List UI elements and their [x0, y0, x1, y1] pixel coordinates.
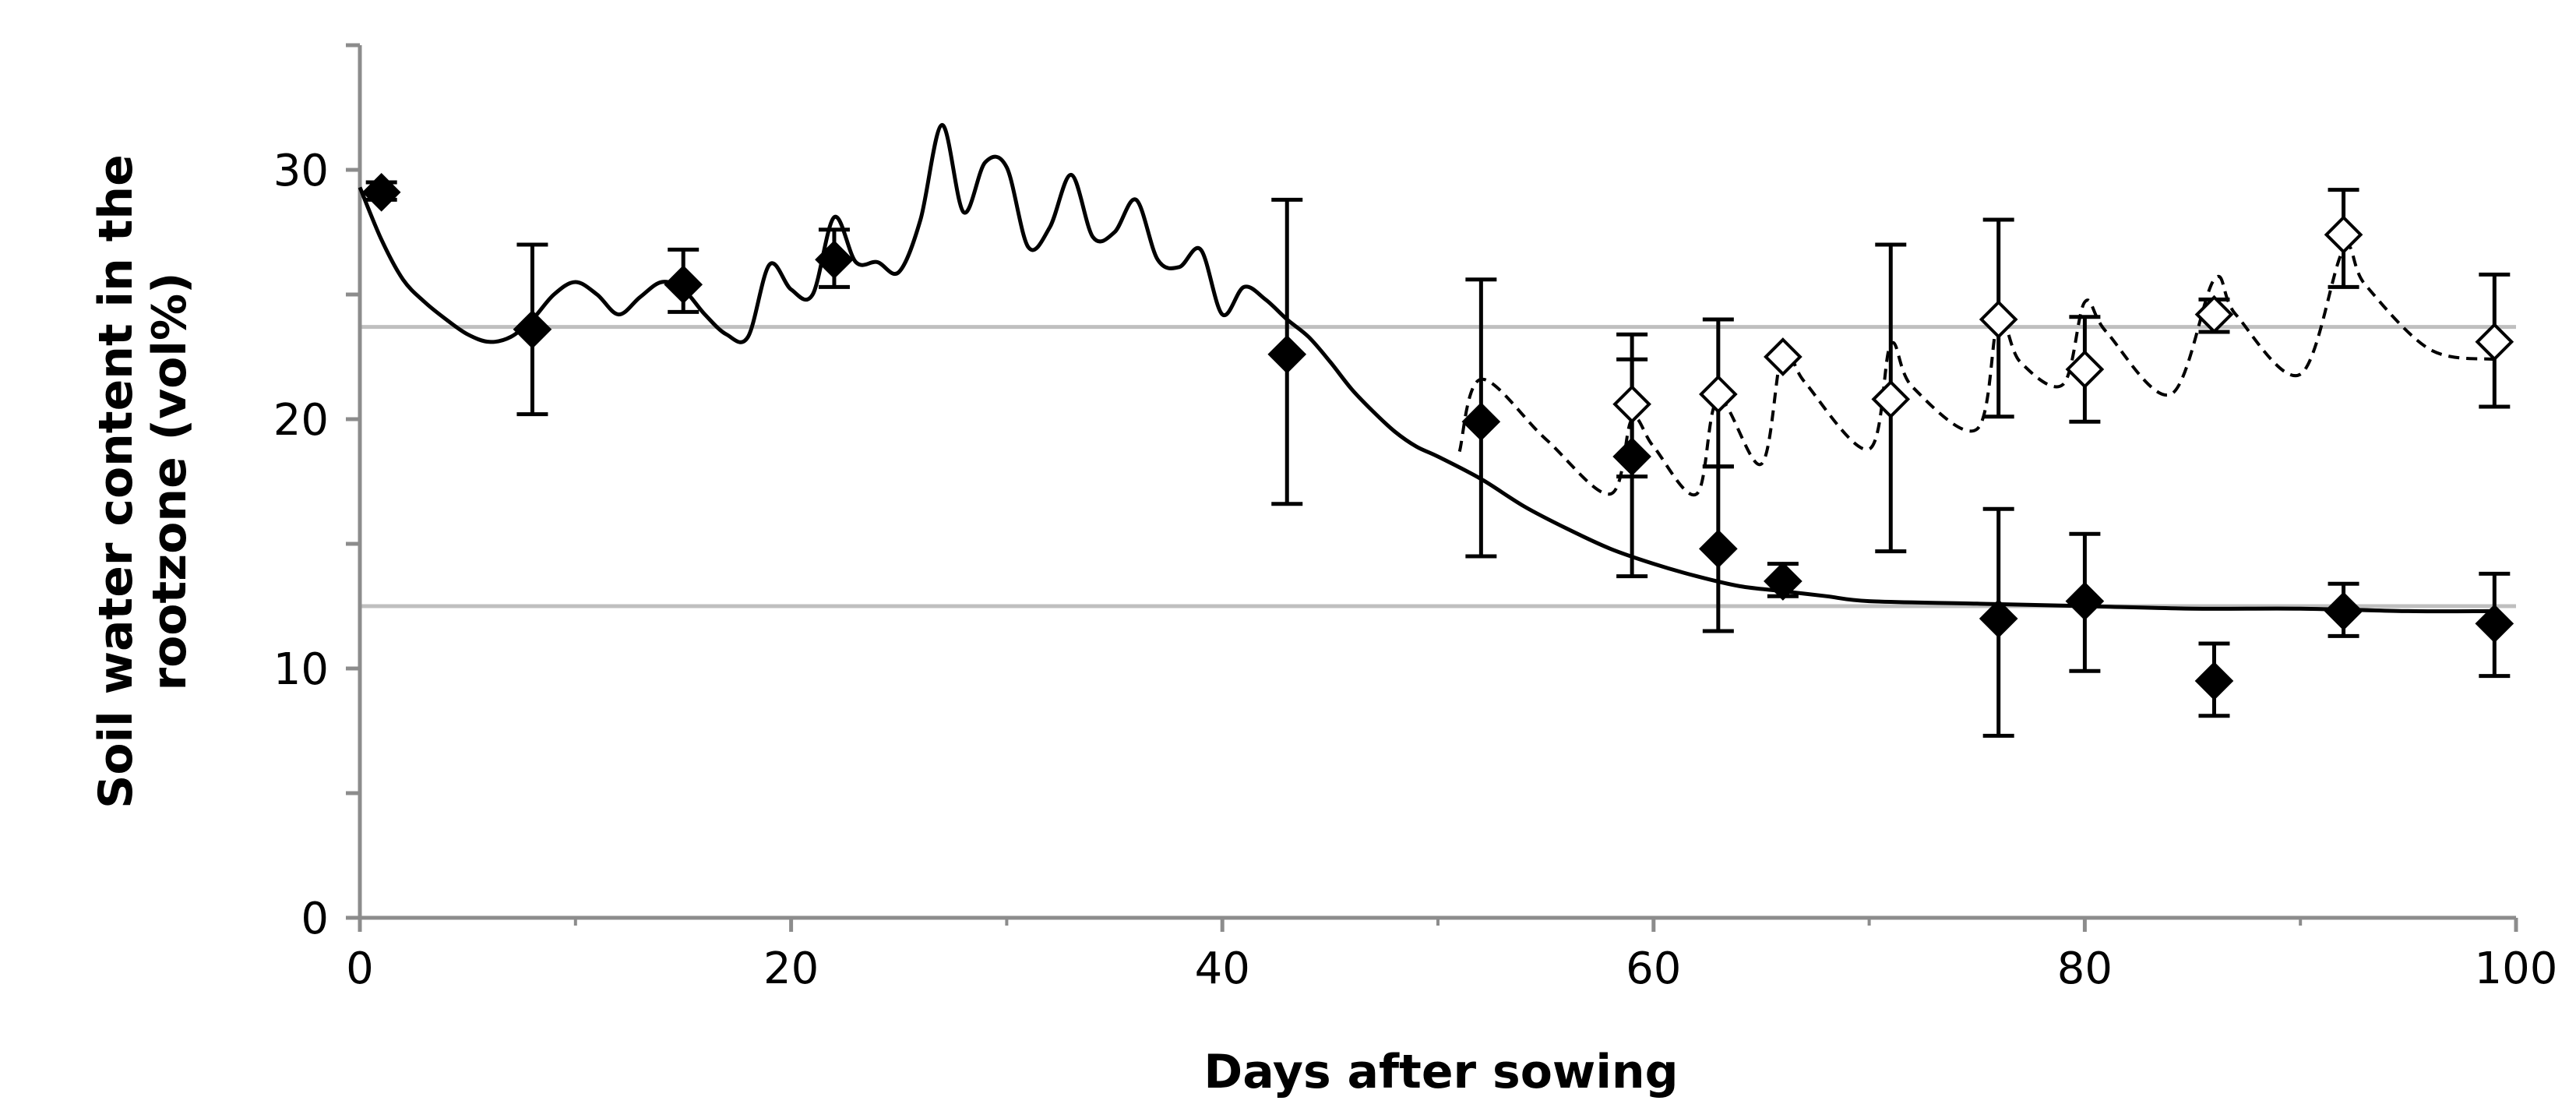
error-bars: [365, 180, 2511, 738]
open-diamond-marker: [1979, 300, 2018, 339]
x-tick-label: 60: [1626, 944, 1681, 994]
x-tick-label: 100: [2475, 944, 2558, 994]
filled-diamond-marker: [1612, 437, 1651, 476]
filled-diamond-marker: [1461, 402, 1501, 442]
filled-diamond-marker: [1764, 562, 1802, 601]
y-tick-label: 20: [273, 395, 329, 446]
x-axis-title: Days after sowing: [1203, 1045, 1678, 1099]
x-tick-label: 0: [346, 944, 374, 994]
open-diamond-marker: [2475, 322, 2514, 362]
filled-diamond-marker: [1979, 599, 2018, 638]
y-axis-title-line-2: rootzone (vol%): [143, 272, 197, 690]
x-tick-label: 40: [1195, 944, 1250, 994]
model-lines: [358, 122, 2495, 614]
open-diamond-marker: [2065, 350, 2105, 389]
y-tick-label: 30: [273, 146, 329, 196]
y-axis-title: Soil water content in therootzone (vol%): [89, 154, 197, 809]
filled-diamond-marker: [513, 309, 552, 349]
simulated-line-solid: [358, 122, 2495, 614]
open-diamond-marker: [2324, 215, 2363, 255]
open-diamond-marker: [1699, 375, 1738, 414]
axes: [346, 43, 2518, 932]
filled-diamond-marker: [2324, 591, 2363, 631]
y-axis-title-line-1: Soil water content in the: [89, 154, 143, 809]
y-tick-label: 10: [273, 644, 329, 695]
y-tick-label: 0: [301, 894, 329, 944]
filled-diamond-marker: [1267, 334, 1307, 374]
reference-lines: [360, 325, 2516, 608]
filled-diamond-marker: [2475, 604, 2514, 644]
simulated-line-dashed: [1457, 244, 2495, 497]
x-tick-label: 80: [2057, 944, 2113, 994]
x-tick-label: 20: [763, 944, 819, 994]
filled-diamond-marker: [2065, 581, 2105, 621]
tick-labels: 0 10 20 30 0 20 40 60 80 100: [273, 146, 2558, 994]
filled-diamond-marker: [361, 172, 401, 212]
filled-diamond-marker: [2194, 661, 2234, 700]
filled-diamond-marker: [664, 265, 703, 305]
data-markers: [361, 172, 2514, 700]
open-diamond-marker: [1612, 384, 1651, 424]
open-diamond-marker: [1871, 379, 1911, 419]
open-diamond-marker: [1764, 337, 1802, 376]
filled-diamond-marker: [1699, 529, 1738, 569]
filled-diamond-marker: [815, 240, 854, 280]
open-diamond-marker: [2194, 295, 2234, 334]
